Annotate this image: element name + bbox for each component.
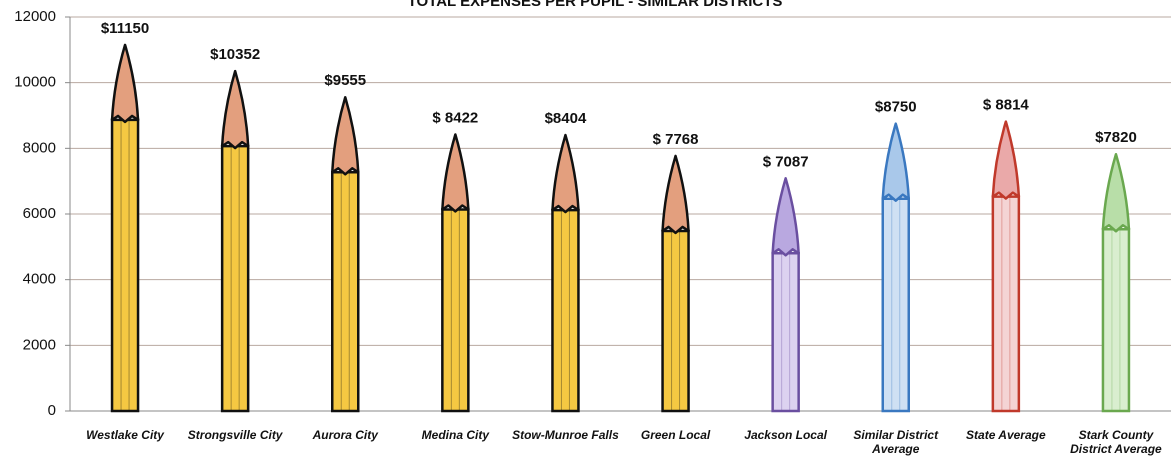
pencil-tip xyxy=(441,133,470,213)
y-tick-label: 2000 xyxy=(23,336,56,353)
pencil-tip xyxy=(1101,152,1131,233)
pencil-body xyxy=(441,208,470,413)
x-tick-label: Medina City xyxy=(421,428,490,442)
pencil-body xyxy=(991,195,1021,413)
pencil-tip xyxy=(661,154,690,235)
pencil-tip xyxy=(771,177,800,257)
value-label: $11150 xyxy=(101,20,149,37)
x-tick-label: Stow-Munroe Falls xyxy=(512,428,619,442)
pencil-body xyxy=(110,118,140,413)
y-tick-label: 10000 xyxy=(14,74,56,91)
pencil-body xyxy=(551,208,580,413)
x-tick-label: Stark County District Average xyxy=(1070,428,1162,456)
x-tick-label: Westlake City xyxy=(86,428,164,442)
y-tick-label: 6000 xyxy=(23,205,56,222)
x-tick-label: Strongsville City xyxy=(187,428,283,442)
value-label: $ 7087 xyxy=(763,153,809,170)
pencil-tip xyxy=(331,96,360,176)
pencil-tip xyxy=(881,122,910,202)
y-tick-label: 4000 xyxy=(23,271,56,288)
x-tick-label: State Average xyxy=(966,428,1046,442)
value-label: $9555 xyxy=(324,72,366,89)
pencil-body xyxy=(771,252,800,413)
x-tick-label: Similar District Average xyxy=(853,428,939,456)
pencil-body xyxy=(220,144,250,413)
pencil-body xyxy=(881,197,910,413)
pencil-body xyxy=(661,229,690,413)
value-label: $7820 xyxy=(1095,129,1137,146)
pencil-tip xyxy=(220,69,250,150)
pencil-tip xyxy=(551,133,580,214)
chart-title: TOTAL EXPENSES PER PUPIL - SIMILAR DISTR… xyxy=(408,0,783,10)
value-label: $ 8814 xyxy=(983,97,1030,114)
y-tick-label: 12000 xyxy=(14,8,56,25)
y-tick-label: 8000 xyxy=(23,139,56,156)
value-label: $10352 xyxy=(210,46,260,63)
value-label: $ 7768 xyxy=(653,131,699,148)
value-label: $8404 xyxy=(545,110,587,127)
value-label: $ 8422 xyxy=(432,109,478,126)
value-label: $8750 xyxy=(875,99,917,116)
x-tick-label: Green Local xyxy=(640,428,711,442)
x-tick-label: Aurora City xyxy=(312,428,378,442)
pencil-body xyxy=(331,171,360,413)
pencil-tip xyxy=(110,43,140,124)
pencil-body xyxy=(1101,227,1131,413)
y-tick-label: 0 xyxy=(48,402,56,419)
pencil-tip xyxy=(991,120,1021,200)
x-tick-label: Jackson Local xyxy=(744,428,827,442)
